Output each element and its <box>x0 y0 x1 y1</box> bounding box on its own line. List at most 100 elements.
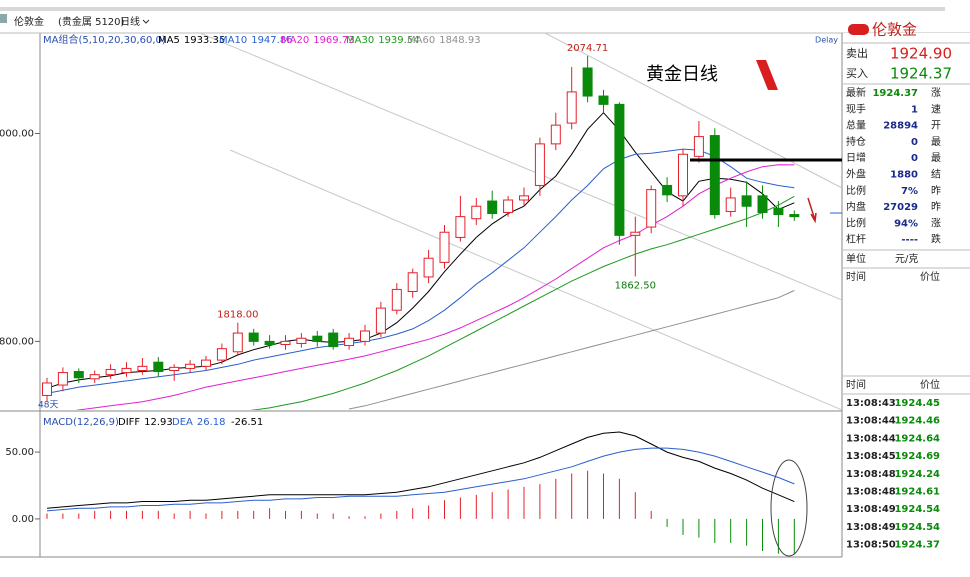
col-header: 价位 <box>920 270 940 283</box>
candle-body <box>566 91 577 124</box>
row-extra: 涨 <box>931 217 941 229</box>
period-select[interactable]: 日线 <box>120 15 140 28</box>
legend-entry: DEA 26.18 <box>172 417 226 428</box>
trade-time: 13:08:48 <box>846 487 896 498</box>
trade-time: 13:08:44 <box>846 433 896 444</box>
row-label: 比例 <box>846 184 866 197</box>
legend-part: MA30 <box>346 35 374 46</box>
col-header: 价位 <box>920 378 940 391</box>
row-label: 现手 <box>846 102 866 115</box>
unit-value: 元/克 <box>895 253 918 265</box>
row-label: 内盘 <box>846 200 866 213</box>
candle-body <box>89 374 100 380</box>
row-label: 最新 <box>846 86 866 99</box>
row-value: 0 <box>911 137 918 148</box>
candle-body <box>121 367 132 374</box>
legend-entry: DIFF 12.93 <box>118 417 173 428</box>
trade-time: 13:08:45 <box>846 451 896 462</box>
row-value: 28894 <box>883 121 918 132</box>
legend-entry: MA5 1933.35 <box>158 35 225 46</box>
candle-body <box>646 189 657 228</box>
candle-body <box>42 382 52 396</box>
candle-body <box>455 216 466 238</box>
series-line <box>46 148 795 394</box>
row-extra: 昨 <box>931 201 941 213</box>
candle-body <box>169 366 180 371</box>
row-value: 1 <box>911 104 918 115</box>
channel-lines <box>199 33 842 410</box>
quote-price: 1924.37 <box>890 65 952 83</box>
legend-part: MA5 <box>158 35 180 46</box>
quote-price: 1924.90 <box>890 45 952 63</box>
row-extra: 涨 <box>931 87 941 99</box>
row-value: 0 <box>911 153 918 164</box>
red-arrow <box>807 197 817 224</box>
series-line <box>249 195 795 410</box>
trade-price: 1924.61 <box>894 487 940 498</box>
unit-label: 单位 <box>846 252 866 265</box>
row-extra: 结 <box>931 168 941 181</box>
candle-body <box>232 332 243 353</box>
legend-entry: MA10 1947.86 <box>219 35 293 46</box>
trade-price: 1924.54 <box>894 504 940 515</box>
row-value: 1880 <box>890 170 918 181</box>
legend-part: DIFF <box>118 417 140 428</box>
candle-body <box>471 205 482 220</box>
candle-body <box>789 214 800 218</box>
row-extra: 开 <box>931 121 941 132</box>
trade-price: 1924.45 <box>894 398 940 409</box>
series-line <box>349 290 795 410</box>
trade-price: 1924.37 <box>894 540 940 551</box>
delay-tag: Delay <box>815 36 838 45</box>
app-icon <box>0 14 7 23</box>
bars-count: 48天 <box>38 401 58 411</box>
trade-price: 1924.69 <box>894 451 940 462</box>
row-extra: 昨 <box>931 185 941 197</box>
candle-body <box>264 340 275 346</box>
candle-body <box>423 257 434 278</box>
legend-part: 1848.93 <box>439 35 480 46</box>
trade-price: 1924.64 <box>894 433 940 444</box>
series-line <box>46 447 795 512</box>
high-label: 1818.00 <box>217 310 258 321</box>
col-header: 时间 <box>846 378 866 391</box>
y-tick-label: 50.00 <box>5 447 34 458</box>
trade-price: 1924.54 <box>894 522 940 533</box>
candle-body <box>662 184 673 196</box>
candle-body <box>757 195 768 213</box>
candle-body <box>248 332 259 342</box>
series-line <box>74 164 795 410</box>
candle-body <box>407 272 418 292</box>
legend-entry: MA60 1848.93 <box>407 35 481 46</box>
candle-body <box>773 207 784 216</box>
col-header: 时间 <box>846 270 866 283</box>
symbol-title[interactable]: 伦敦金 <box>14 15 44 28</box>
top-strip <box>0 7 945 11</box>
candle-body <box>328 332 339 348</box>
channel-line <box>199 33 842 301</box>
row-extra: 跌 <box>931 233 941 246</box>
trade-price: 1924.24 <box>894 469 940 480</box>
legend-part: 1933.35 <box>184 35 225 46</box>
candle-body <box>153 361 164 373</box>
row-extra: 速 <box>931 103 941 115</box>
candle-body <box>709 135 720 216</box>
macd-title: MACD(12,26,9) <box>43 417 119 428</box>
price-plot <box>42 55 800 410</box>
candle-body <box>201 359 211 367</box>
dropdown-arrow <box>142 19 150 24</box>
candle-body <box>519 195 529 201</box>
y-tick-label: 2000.00 <box>0 128 34 139</box>
trade-time: 13:08:48 <box>846 469 896 480</box>
legend-part: 1947.86 <box>251 35 292 46</box>
legend-part: 12.93 <box>144 417 173 428</box>
logo-slash <box>756 60 778 90</box>
highlight-ellipse <box>770 459 808 557</box>
legend-entry: MA30 1939.54 <box>346 35 420 46</box>
quote-label: 买入 <box>846 67 868 80</box>
chart-annotation: 黄金日线 <box>646 64 718 85</box>
trade-time: 13:08:50 <box>846 540 896 551</box>
quote-panel <box>843 33 970 557</box>
